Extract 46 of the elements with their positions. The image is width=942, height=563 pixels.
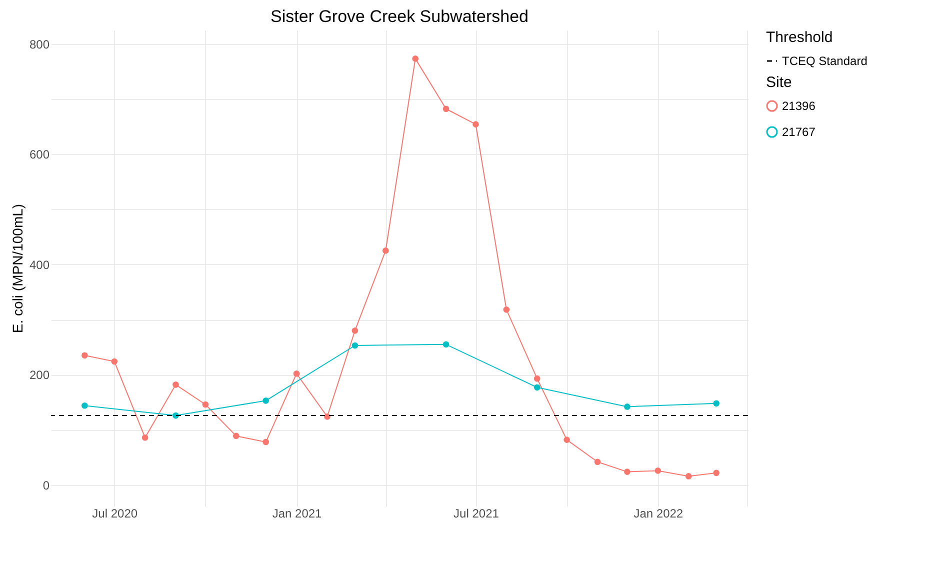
y-tick-label: 0 [42,478,50,493]
point [594,458,601,466]
point [624,468,630,475]
point [412,56,419,62]
legend-title: Site [766,74,792,91]
point [564,436,570,443]
point [713,470,720,476]
legend-label: TCEQ Standard [782,54,868,68]
point [472,121,479,128]
point [324,413,330,420]
point [442,341,450,348]
point [624,404,630,410]
point [262,397,270,404]
y-axis-title: E. coli (MPN/100mL) [9,204,26,334]
chart-title: Sister Grove Creek Subwatershed [270,7,528,26]
point [111,358,118,365]
point [713,400,720,407]
x-tick-label: Jan 2021 [272,506,322,520]
point [172,382,179,388]
x-tick-label: Jan 2022 [634,506,684,520]
text: Threshold [766,29,833,46]
point [172,412,179,419]
point [382,247,389,254]
legend-label: 21396 [782,99,816,113]
point [352,327,358,334]
point [534,384,540,391]
x-tick-label: Jul 2021 [454,506,500,520]
point [142,434,148,441]
x-tick-label: Jul 2020 [92,506,138,520]
point [654,468,662,474]
y-tick-label: 200 [29,368,50,382]
y-tick-label: 800 [29,37,50,52]
point [82,352,88,359]
point [293,370,300,377]
y-tick-label: 400 [29,258,50,272]
point [262,438,270,446]
point [685,473,692,480]
point [503,306,510,313]
point [232,432,240,440]
point [442,106,450,112]
point [352,342,358,349]
y-tick-label: 600 [29,148,50,162]
point [202,401,209,408]
point [534,375,540,382]
legend-label: 21767 [782,125,816,139]
point [82,402,88,409]
